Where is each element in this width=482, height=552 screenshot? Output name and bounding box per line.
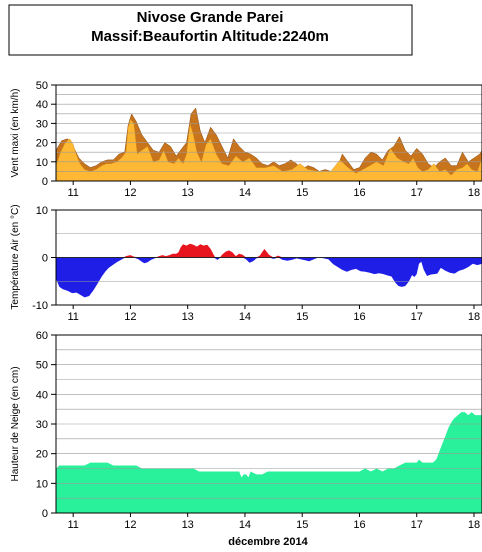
snow-xtick-label: 17 (411, 519, 423, 531)
temperature-xtick-label: 16 (353, 311, 365, 323)
wind-xtick-label: 18 (468, 187, 480, 199)
title-box (8, 4, 413, 56)
temperature-xtick-label: 14 (239, 311, 251, 323)
wind-ytick-label: 0 (42, 176, 48, 188)
snow-ytick-label: 40 (36, 389, 48, 401)
chart-title-line1: Nivose Grande Parei (137, 9, 284, 26)
temperature-ytick-label: 0 (42, 253, 48, 265)
wind-ylabel: Vent maxi (en km/h) (10, 89, 21, 178)
snow-ytick-label: 0 (42, 508, 48, 520)
snow-xtick-label: 11 (67, 519, 78, 531)
wind-xtick-label: 15 (296, 187, 308, 199)
snow-xtick-label: 13 (182, 519, 194, 531)
temperature-xtick-label: 13 (182, 311, 194, 323)
temperature-xtick-label: 18 (468, 311, 480, 323)
temperature-negative-area (56, 257, 482, 298)
wind-ytick-label: 30 (36, 118, 48, 130)
wind-xtick-label: 11 (67, 187, 78, 199)
wind-ytick-label: 40 (36, 99, 48, 111)
temperature-ytick-label: -10 (32, 300, 48, 312)
wind-xtick-label: 12 (124, 187, 136, 199)
snow-panel: 0 10 20 30 40 50 60 11 12 13 14 15 16 17 18 (36, 330, 482, 531)
snow-ytick-label: 10 (36, 478, 48, 490)
temperature-xtick-label: 17 (411, 311, 423, 323)
temperature-ylabel: Température Air (en °C) (10, 204, 21, 309)
wind-ytick-label: 10 (36, 157, 48, 169)
temperature-panel: -10 0 10 11 12 13 14 15 16 17 18 (32, 205, 482, 323)
wind-xtick-label: 14 (239, 187, 251, 199)
snow-ytick-label: 20 (36, 449, 48, 461)
wind-xtick-label: 13 (182, 187, 194, 199)
snow-ytick-label: 30 (36, 419, 48, 431)
snow-ylabel: Hauteur de Neige (en cm) (10, 366, 21, 481)
chart-title-line2: Massif:Beaufortin Altitude:2240m (91, 28, 329, 45)
temperature-xtick-label: 12 (124, 311, 136, 323)
snow-xtick-label: 12 (124, 519, 136, 531)
wind-xtick-label: 17 (411, 187, 423, 199)
snow-frame (55, 334, 482, 514)
temperature-xtick-label: 11 (67, 311, 78, 323)
wind-panel: 0 10 20 30 40 50 11 12 13 14 15 16 17 18 (36, 80, 482, 199)
snow-depth-area (56, 412, 482, 513)
snow-xtick-label: 14 (239, 519, 251, 531)
snow-ytick-label: 60 (36, 330, 48, 342)
snow-xtick-label: 15 (296, 519, 308, 531)
wind-frame (55, 84, 482, 182)
snow-ytick-label: 50 (36, 360, 48, 372)
wind-ytick-label: 20 (36, 138, 48, 150)
temperature-xtick-label: 15 (296, 311, 308, 323)
snow-xtick-label: 18 (468, 519, 480, 531)
temperature-positive-area (56, 243, 482, 258)
x-axis-title: décembre 2014 (228, 536, 308, 547)
wind-xtick-label: 16 (353, 187, 365, 199)
temperature-ytick-label: 10 (36, 205, 48, 217)
wind-ytick-label: 50 (36, 80, 48, 92)
snow-xtick-label: 16 (353, 519, 365, 531)
